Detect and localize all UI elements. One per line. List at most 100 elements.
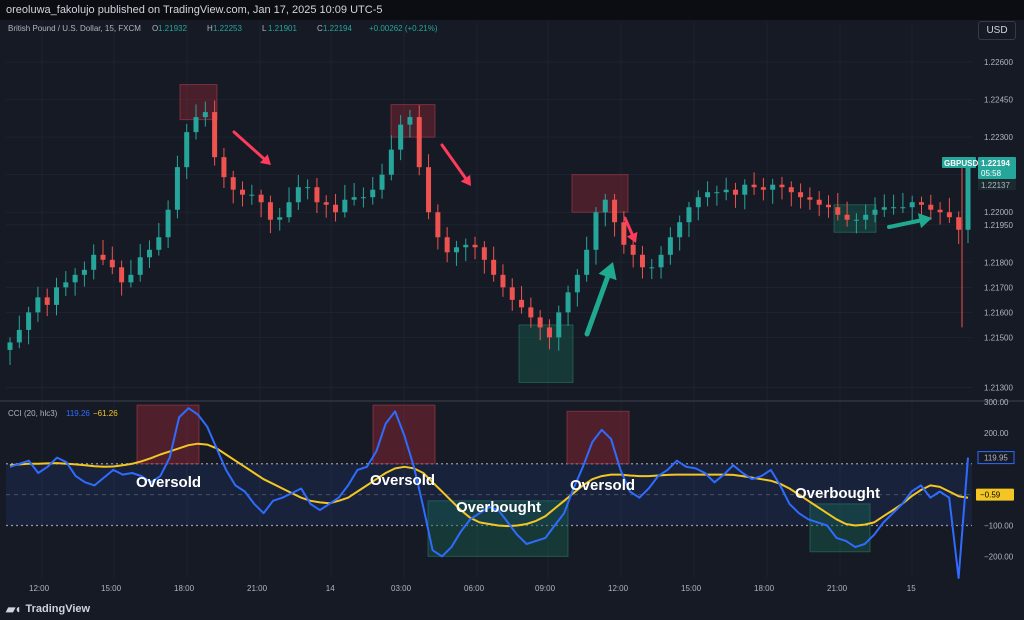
bearish-candle bbox=[779, 184, 785, 188]
bearish-arrow-head bbox=[260, 154, 271, 165]
bearish-candle bbox=[798, 192, 804, 198]
bullish-candle bbox=[705, 192, 711, 198]
bullish-candle bbox=[137, 257, 143, 275]
bearish-candle bbox=[230, 177, 236, 190]
bearish-candle bbox=[639, 254, 645, 268]
bearish-candle bbox=[788, 187, 794, 193]
ohlc-value: 1.22253 bbox=[213, 24, 242, 33]
bullish-candle bbox=[91, 254, 97, 270]
time-axis-label: 14 bbox=[326, 584, 335, 593]
bearish-candle bbox=[221, 157, 227, 178]
bullish-candle bbox=[128, 274, 134, 283]
bullish-candle bbox=[453, 247, 459, 253]
bearish-candle bbox=[528, 307, 534, 318]
bearish-candle bbox=[825, 204, 831, 208]
bullish-candle bbox=[872, 209, 878, 215]
bearish-candle bbox=[816, 199, 822, 205]
price-tick-label: 1.21300 bbox=[984, 383, 1013, 392]
bullish-candle bbox=[7, 342, 13, 350]
ma-value-tag bbox=[976, 488, 1014, 501]
bullish-candle bbox=[370, 189, 376, 198]
bullish-candle bbox=[249, 194, 255, 196]
cci-tick-label: 200.00 bbox=[984, 429, 1009, 438]
cci-tick-label: 300.00 bbox=[984, 398, 1009, 407]
symbol-tag-label: GBPUSD bbox=[944, 159, 978, 168]
bullish-candle bbox=[165, 209, 171, 238]
brand-label: TradingView bbox=[25, 603, 91, 615]
bullish-candle bbox=[714, 192, 720, 194]
bullish-candle bbox=[202, 112, 208, 118]
bearish-arrow bbox=[440, 143, 467, 180]
ohlc-value: 1.22194 bbox=[323, 24, 352, 33]
bullish-candle bbox=[16, 329, 22, 343]
secondary-price-tag bbox=[978, 179, 1016, 190]
cci-value: 119.26 bbox=[66, 409, 90, 418]
price-tick-label: 1.22600 bbox=[984, 58, 1013, 67]
cci-annotation-label: Overbought bbox=[456, 499, 541, 516]
price-change-label: +0.00262 (+0.21%) bbox=[369, 24, 438, 33]
bullish-candle bbox=[565, 292, 571, 313]
bullish-candle bbox=[667, 237, 673, 255]
bullish-candle bbox=[686, 207, 692, 223]
bullish-candle bbox=[81, 269, 87, 275]
bullish-candle bbox=[770, 184, 776, 190]
last-price-label: 1.22194 bbox=[981, 159, 1010, 168]
time-axis-label: 09:00 bbox=[535, 584, 556, 593]
bullish-candle bbox=[891, 207, 897, 209]
bearish-candle bbox=[491, 259, 497, 275]
bullish-candle bbox=[184, 132, 190, 168]
time-axis-label: 12:00 bbox=[29, 584, 50, 593]
bullish-candle bbox=[277, 217, 283, 220]
bullish-candle bbox=[72, 274, 78, 283]
bearish-arrow bbox=[232, 130, 266, 161]
cci-tick-label: −200.00 bbox=[984, 552, 1014, 561]
bearish-candle bbox=[444, 237, 450, 253]
price-tick-label: 1.21600 bbox=[984, 308, 1013, 317]
cci-annotation-label: Oversold bbox=[136, 474, 201, 491]
tradingview-logo-icon: ▰◖ bbox=[6, 602, 22, 616]
bullish-candle bbox=[174, 167, 180, 210]
bearish-candle bbox=[240, 189, 246, 195]
bearish-candle bbox=[481, 247, 487, 260]
bullish-candle bbox=[156, 237, 162, 250]
ohlc-label: L bbox=[262, 24, 267, 33]
time-axis-label: 15:00 bbox=[101, 584, 122, 593]
bullish-candle bbox=[35, 297, 41, 313]
bullish-candle bbox=[360, 197, 366, 199]
bullish-candle bbox=[853, 219, 859, 221]
bearish-candle bbox=[509, 287, 515, 300]
tradingview-logo: ▰◖ TradingView bbox=[6, 601, 90, 617]
bearish-candle bbox=[946, 212, 952, 218]
bearish-candle bbox=[267, 202, 273, 220]
time-axis-label: 15:00 bbox=[681, 584, 702, 593]
time-axis-label: 12:00 bbox=[608, 584, 629, 593]
bullish-candle bbox=[26, 312, 32, 330]
bullish-candle bbox=[863, 214, 869, 220]
bearish-candle bbox=[472, 244, 478, 248]
cci-value-tag bbox=[977, 451, 1015, 465]
time-axis-label: 06:00 bbox=[464, 584, 485, 593]
ohlc-value: 1.21932 bbox=[158, 24, 187, 33]
bearish-candle bbox=[918, 202, 924, 205]
bullish-candle bbox=[63, 282, 69, 288]
price-tick-label: 1.21950 bbox=[984, 221, 1013, 230]
symbol-legend: British Pound / U.S. Dollar, 15, FXCM bbox=[8, 24, 141, 33]
bullish-candle bbox=[649, 267, 655, 269]
bearish-candle bbox=[612, 199, 618, 223]
cci-bearish-box bbox=[136, 404, 200, 465]
currency-button[interactable]: USD bbox=[978, 21, 1016, 40]
bearish-arrow-head bbox=[626, 231, 638, 243]
last-price-tag bbox=[978, 157, 1016, 179]
price-tick-label: 1.21700 bbox=[984, 283, 1013, 292]
bullish-candle bbox=[147, 249, 153, 258]
price-tick-label: 1.22300 bbox=[984, 133, 1013, 142]
bearish-candle bbox=[835, 207, 841, 215]
bullish-candle bbox=[388, 149, 394, 175]
bearish-candle bbox=[519, 299, 525, 308]
bearish-zone-box bbox=[571, 174, 629, 213]
bearish-candle bbox=[333, 204, 339, 213]
bullish-candle bbox=[881, 207, 887, 210]
bearish-candle bbox=[314, 187, 320, 203]
